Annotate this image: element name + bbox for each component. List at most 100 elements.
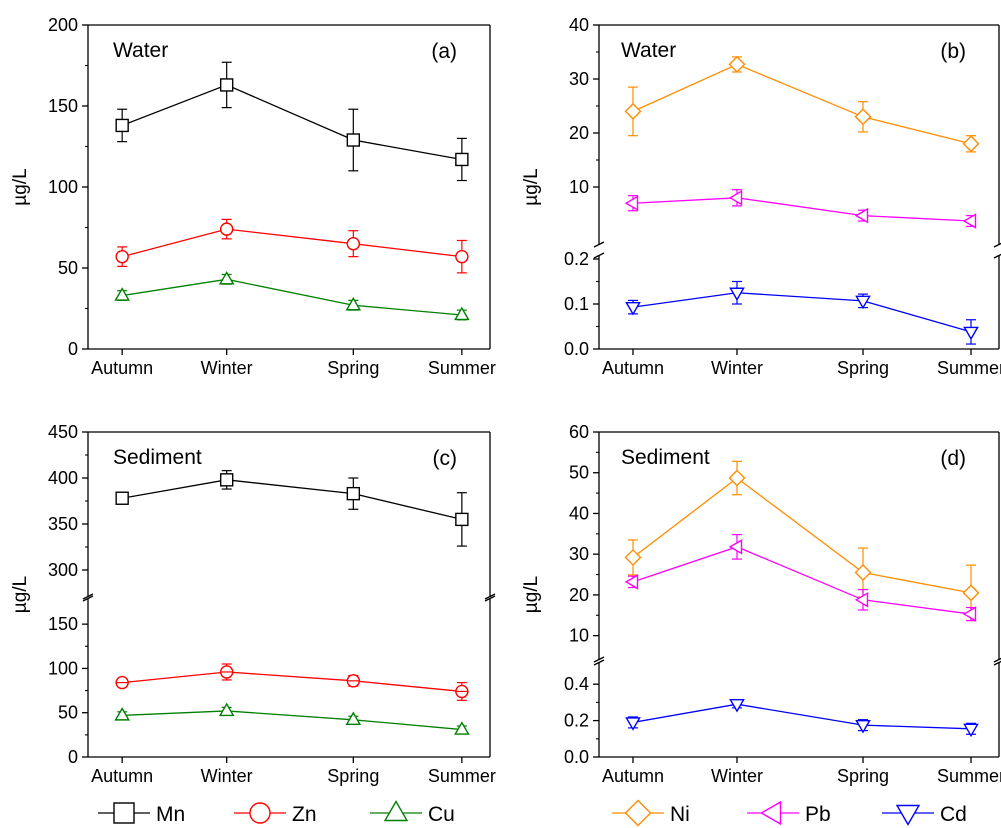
legend-1: Mn Zn Cu xyxy=(98,800,455,826)
axes-frame xyxy=(82,431,496,758)
panel-title: Sediment xyxy=(113,446,202,469)
legend-marker xyxy=(113,802,135,824)
y-tick-label: 300 xyxy=(48,560,78,580)
series-cu xyxy=(114,702,470,735)
axis-break-mark xyxy=(593,656,605,663)
data-point-cu xyxy=(114,707,130,721)
series-zn xyxy=(115,663,469,701)
data-point-mn xyxy=(115,118,129,133)
x-tick-label: Winter xyxy=(711,766,763,786)
axis-break-mark xyxy=(484,593,496,600)
series-zn xyxy=(115,218,469,274)
x-tick-label: Winter xyxy=(201,766,253,786)
data-point-pb xyxy=(624,195,639,212)
data-point-pb xyxy=(854,207,869,224)
data-point-cd xyxy=(625,301,641,316)
data-point-cu xyxy=(454,306,470,321)
y-tick-label: 100 xyxy=(48,177,78,197)
panel-title: Water xyxy=(113,39,168,62)
x-tick-label: Summer xyxy=(428,766,496,786)
y-tick-label: 350 xyxy=(48,514,78,534)
series-pb xyxy=(624,189,977,229)
x-tick-label: Autumn xyxy=(602,358,664,378)
y-axis-label: µg/L xyxy=(521,168,542,205)
series-cd xyxy=(625,699,979,738)
series-mn xyxy=(115,61,469,182)
y-tick-label: 400 xyxy=(48,468,78,488)
data-point-ni xyxy=(962,135,980,153)
y-tick-label: 50 xyxy=(58,258,78,278)
axes-frame xyxy=(593,431,1001,758)
data-point-cu xyxy=(454,721,470,735)
panel-label: (a) xyxy=(431,40,457,63)
y-tick-label: 200 xyxy=(48,15,78,35)
legend-marker xyxy=(624,799,652,827)
axis-break-mark xyxy=(993,660,1001,666)
data-point-cd xyxy=(855,719,871,734)
panel-title: Water xyxy=(621,39,676,62)
data-point-cu xyxy=(218,702,235,717)
y-tick-label: 10 xyxy=(569,626,589,646)
y-tick-label: 0.2 xyxy=(564,249,589,269)
x-axis-ticks: Autumn Winter Spring Summer xyxy=(91,349,496,378)
axis-break-mark xyxy=(993,657,1001,663)
axis-break-mark xyxy=(993,242,1001,248)
series-line xyxy=(122,479,463,521)
data-point-mn xyxy=(455,512,469,527)
y-tick-label: 30 xyxy=(569,544,589,564)
series-cu xyxy=(114,271,470,321)
data-point-cd xyxy=(963,723,979,738)
y-tick-label: 50 xyxy=(569,463,589,483)
y-tick-label: 50 xyxy=(58,703,78,723)
x-axis-ticks: Autumn Winter Spring Summer xyxy=(602,757,1001,786)
data-point-cu xyxy=(114,287,130,301)
data-point-mn xyxy=(455,152,469,167)
y-axis-ticks: 0 50 100 150 200 xyxy=(48,15,88,359)
data-point-pb xyxy=(624,574,639,590)
legend-label: Pb xyxy=(805,803,831,826)
y-tick-label: 10 xyxy=(569,177,589,197)
y-axis-label: µg/L xyxy=(521,576,542,613)
axis-break-mark xyxy=(593,241,605,248)
series-line xyxy=(121,84,462,161)
x-tick-label: Autumn xyxy=(91,766,153,786)
y-axis-ticks: 0.0 0.1 0.2 10 20 30 40 xyxy=(564,15,599,359)
y-tick-label: 20 xyxy=(569,585,589,605)
y-tick-label: 40 xyxy=(569,503,589,523)
y-tick-label: 0.2 xyxy=(564,711,589,731)
data-point-cd xyxy=(963,326,979,341)
y-tick-label: 450 xyxy=(48,422,78,442)
data-point-zn xyxy=(455,249,469,264)
axis-break-mark xyxy=(82,593,94,600)
data-point-pb xyxy=(728,539,743,555)
legend-label: Ni xyxy=(670,803,690,826)
data-point-pb xyxy=(854,591,869,608)
y-tick-label: 0 xyxy=(68,747,78,767)
data-point-zn xyxy=(219,222,234,236)
y-tick-label: 100 xyxy=(48,658,78,678)
series-line xyxy=(122,671,462,693)
data-point-pb xyxy=(962,606,977,622)
data-point-ni xyxy=(854,108,872,126)
data-point-ni xyxy=(854,564,872,581)
y-axis-ticks: 0 50 100 150 300 350 400 450 xyxy=(48,422,88,767)
axes-frame xyxy=(87,24,491,350)
series-ni xyxy=(624,55,980,153)
x-tick-label: Spring xyxy=(837,766,889,786)
x-tick-label: Spring xyxy=(837,358,889,378)
series-line xyxy=(632,292,972,333)
data-point-cu xyxy=(345,296,362,311)
data-point-cd xyxy=(625,717,641,731)
y-tick-label: 60 xyxy=(569,422,589,442)
y-tick-label: 0.0 xyxy=(564,747,589,767)
y-axis-ticks: 0.0 0.2 0.4 10 20 30 40 50 60 xyxy=(564,422,599,767)
y-tick-label: 0.0 xyxy=(564,339,589,359)
data-point-ni xyxy=(624,548,642,566)
series-cd xyxy=(625,280,979,345)
x-axis-ticks: Autumn Winter Spring Summer xyxy=(602,349,1001,378)
y-tick-label: 0 xyxy=(68,339,78,359)
y-tick-label: 150 xyxy=(48,614,78,634)
series-line xyxy=(632,63,972,145)
data-point-mn xyxy=(219,78,234,92)
